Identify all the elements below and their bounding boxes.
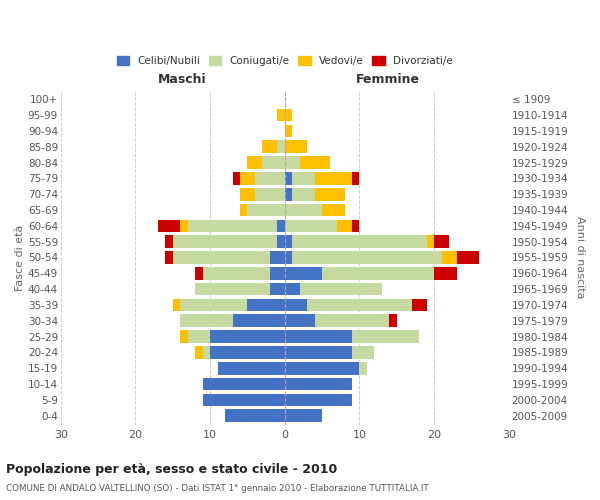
- Bar: [322, 267, 434, 280]
- Bar: [434, 267, 457, 280]
- Bar: [389, 314, 397, 327]
- Bar: [285, 283, 300, 296]
- Bar: [292, 236, 427, 248]
- Bar: [300, 156, 329, 169]
- Bar: [337, 220, 352, 232]
- Bar: [352, 172, 359, 184]
- Bar: [285, 220, 337, 232]
- Bar: [233, 172, 240, 184]
- Text: Femmine: Femmine: [356, 74, 420, 86]
- Bar: [292, 188, 314, 200]
- Bar: [180, 330, 188, 343]
- Y-axis label: Anni di nascita: Anni di nascita: [575, 216, 585, 298]
- Bar: [166, 236, 173, 248]
- Bar: [314, 314, 389, 327]
- Bar: [285, 314, 314, 327]
- Legend: Celibi/Nubili, Coniugati/e, Vedovi/e, Divorziati/e: Celibi/Nubili, Coniugati/e, Vedovi/e, Di…: [113, 52, 457, 70]
- Y-axis label: Fasce di età: Fasce di età: [15, 224, 25, 290]
- Bar: [255, 188, 285, 200]
- Bar: [285, 251, 292, 264]
- Bar: [173, 236, 277, 248]
- Bar: [203, 378, 285, 390]
- Bar: [277, 220, 285, 232]
- Bar: [427, 236, 434, 248]
- Bar: [240, 172, 255, 184]
- Bar: [359, 362, 367, 374]
- Bar: [442, 251, 457, 264]
- Bar: [285, 188, 292, 200]
- Bar: [285, 394, 352, 406]
- Bar: [285, 140, 307, 153]
- Bar: [180, 314, 233, 327]
- Bar: [285, 298, 307, 312]
- Bar: [270, 251, 285, 264]
- Bar: [314, 172, 352, 184]
- Bar: [277, 236, 285, 248]
- Bar: [307, 298, 412, 312]
- Bar: [173, 251, 270, 264]
- Bar: [247, 298, 285, 312]
- Bar: [166, 251, 173, 264]
- Bar: [188, 220, 277, 232]
- Bar: [352, 330, 419, 343]
- Bar: [158, 220, 180, 232]
- Bar: [195, 283, 270, 296]
- Bar: [225, 410, 285, 422]
- Bar: [180, 220, 188, 232]
- Bar: [247, 204, 285, 216]
- Bar: [322, 204, 344, 216]
- Bar: [292, 172, 314, 184]
- Bar: [314, 188, 344, 200]
- Bar: [240, 204, 247, 216]
- Bar: [285, 346, 352, 358]
- Bar: [180, 298, 247, 312]
- Bar: [352, 220, 359, 232]
- Bar: [352, 346, 374, 358]
- Bar: [195, 267, 203, 280]
- Text: Popolazione per età, sesso e stato civile - 2010: Popolazione per età, sesso e stato civil…: [6, 462, 337, 475]
- Bar: [285, 330, 352, 343]
- Bar: [270, 267, 285, 280]
- Bar: [203, 267, 270, 280]
- Bar: [434, 236, 449, 248]
- Bar: [210, 346, 285, 358]
- Bar: [218, 362, 285, 374]
- Bar: [233, 314, 285, 327]
- Text: Maschi: Maschi: [157, 74, 206, 86]
- Bar: [270, 283, 285, 296]
- Bar: [203, 346, 210, 358]
- Bar: [240, 188, 255, 200]
- Bar: [285, 172, 292, 184]
- Bar: [285, 267, 322, 280]
- Bar: [292, 251, 442, 264]
- Bar: [203, 394, 285, 406]
- Text: COMUNE DI ANDALO VALTELLINO (SO) - Dati ISTAT 1° gennaio 2010 - Elaborazione TUT: COMUNE DI ANDALO VALTELLINO (SO) - Dati …: [6, 484, 429, 493]
- Bar: [210, 330, 285, 343]
- Bar: [173, 298, 180, 312]
- Bar: [285, 204, 322, 216]
- Bar: [195, 346, 203, 358]
- Bar: [285, 156, 300, 169]
- Bar: [262, 140, 277, 153]
- Bar: [188, 330, 210, 343]
- Bar: [412, 298, 427, 312]
- Bar: [285, 124, 292, 138]
- Bar: [247, 156, 262, 169]
- Bar: [285, 362, 359, 374]
- Bar: [277, 109, 285, 122]
- Bar: [277, 140, 285, 153]
- Bar: [262, 156, 285, 169]
- Bar: [300, 283, 382, 296]
- Bar: [457, 251, 479, 264]
- Bar: [255, 172, 285, 184]
- Bar: [285, 236, 292, 248]
- Bar: [285, 410, 322, 422]
- Bar: [285, 109, 292, 122]
- Bar: [285, 378, 352, 390]
